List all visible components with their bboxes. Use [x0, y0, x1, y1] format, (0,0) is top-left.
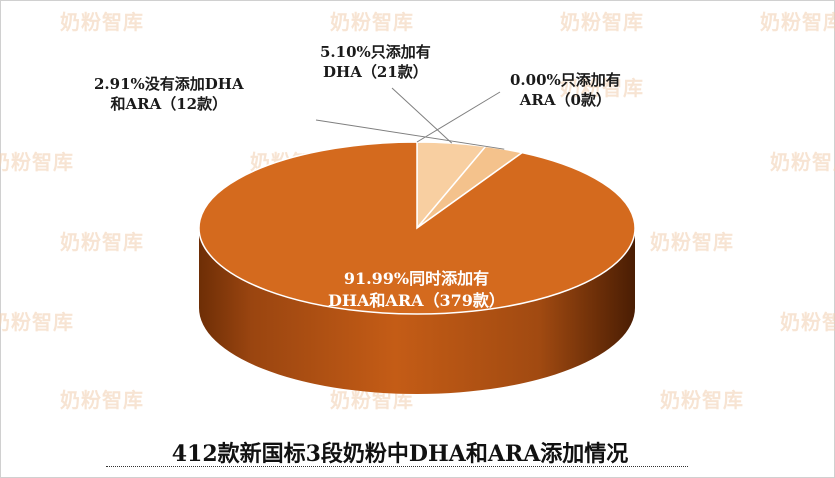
- watermark: 奶粉智库: [60, 230, 144, 254]
- slice-label-line: 0.00%只添加有: [510, 71, 621, 89]
- watermark: 奶粉智库: [780, 310, 835, 334]
- slice-label-line: 2.91%没有添加DHA: [94, 75, 244, 93]
- leader-line: [391, 87, 453, 144]
- pie-slice: [198, 141, 636, 315]
- slice-label-line: DHA和ARA（379款）: [328, 291, 505, 310]
- watermark: 奶粉智库: [60, 388, 144, 412]
- slice-label-both: 91.99%同时添加有 DHA和ARA（379款）: [328, 268, 505, 312]
- watermark: 奶粉智库: [760, 10, 835, 34]
- leader-lines: [315, 87, 505, 150]
- watermark: 奶粉智库: [330, 10, 414, 34]
- pie-side: [199, 228, 635, 394]
- slice-label-none: 2.91%没有添加DHA 和ARA（12款）: [94, 74, 244, 114]
- watermark: 奶粉智库: [560, 10, 644, 34]
- leader-line: [416, 91, 501, 143]
- watermark: 奶粉智库: [560, 76, 644, 100]
- pie-side-wall: [199, 228, 635, 394]
- slice-label-line: 5.10%只添加有: [320, 43, 431, 61]
- watermark: 奶粉智库: [60, 10, 144, 34]
- watermark: 奶粉智库: [650, 230, 734, 254]
- slice-label-line: 和ARA（12款）: [110, 95, 228, 113]
- slice-label-line: ARA（0款）: [519, 91, 611, 109]
- watermark: 奶粉智库: [660, 388, 744, 412]
- slice-label-ara-only: 0.00%只添加有 ARA（0款）: [510, 70, 621, 110]
- title-underline: [106, 466, 688, 467]
- slice-label-line: 91.99%同时添加有: [343, 269, 490, 288]
- watermark: 奶粉智库: [0, 310, 74, 334]
- chart-title: 412款新国标3段奶粉中DHA和ARA添加情况: [171, 441, 629, 467]
- pie-top: [198, 141, 636, 315]
- watermark: 奶粉智库: [770, 150, 835, 174]
- slice-label-dha-only: 5.10%只添加有 DHA（21款）: [320, 42, 431, 82]
- slice-label-line: DHA（21款）: [323, 63, 428, 81]
- watermark: 奶粉智库: [0, 150, 74, 174]
- leader-line: [315, 119, 505, 150]
